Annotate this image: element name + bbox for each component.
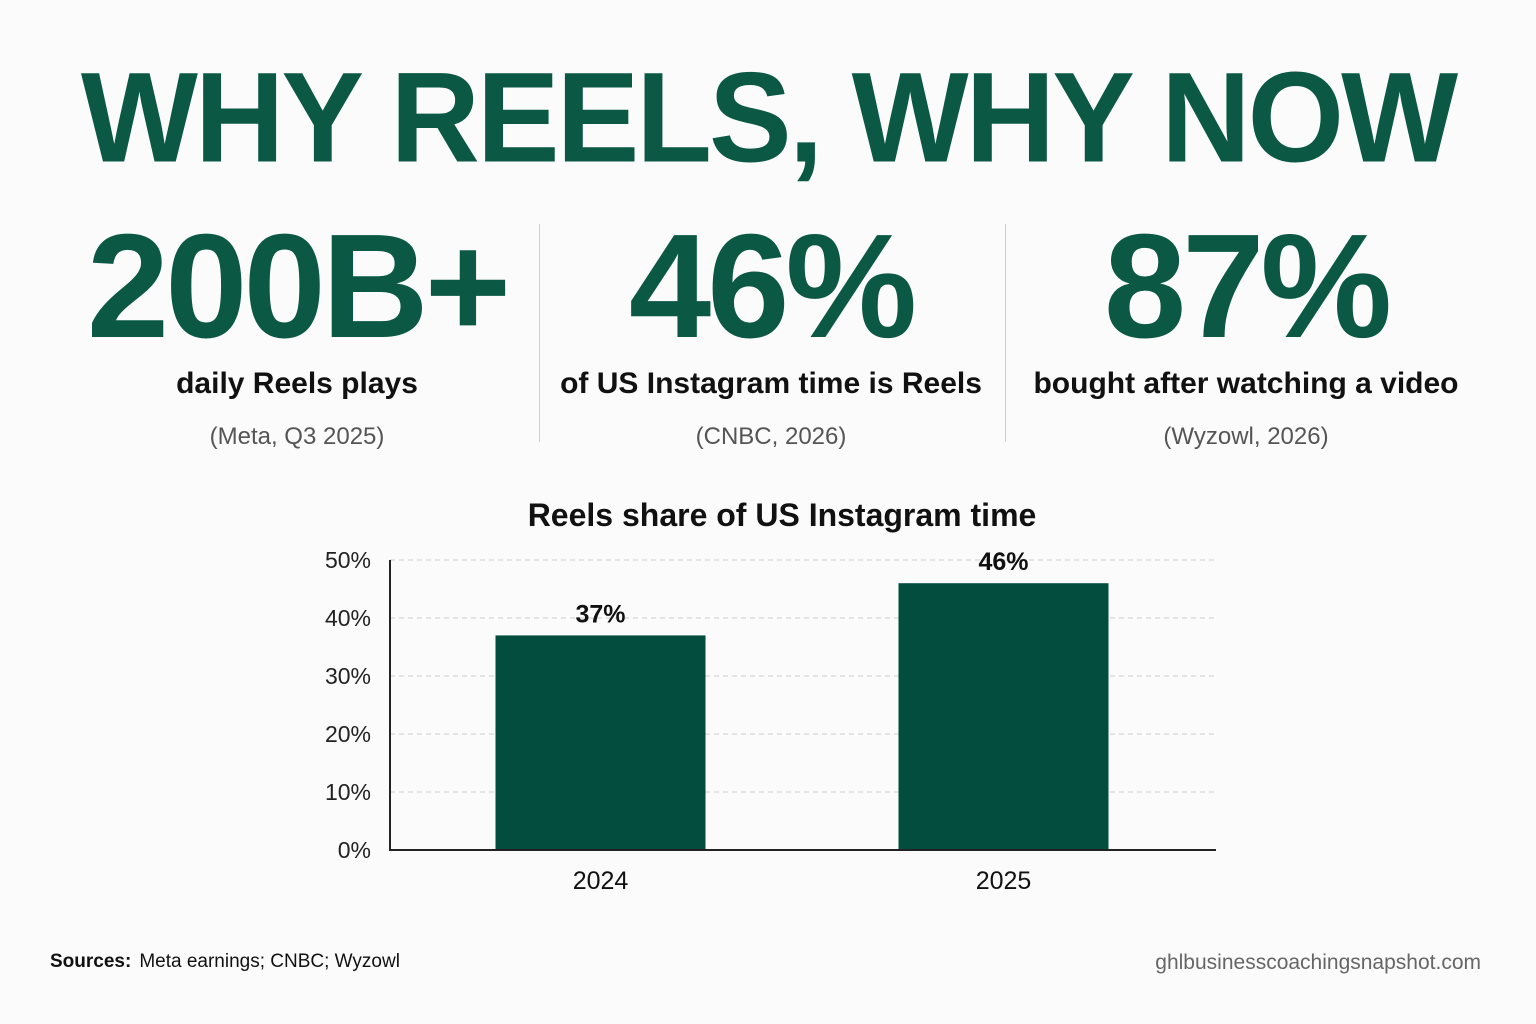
stat-label: bought after watching a video — [1033, 367, 1459, 400]
y-tick-label: 30% — [325, 663, 371, 689]
bar-chart: Reels share of US Instagram time 0% 10% 20… — [325, 497, 1216, 895]
stat-divider — [539, 224, 540, 442]
y-tick-label: 0% — [338, 837, 371, 863]
stat-label: of US Instagram time is Reels — [560, 367, 982, 400]
stat-value: 200B+ — [86, 204, 511, 369]
sources-label: Sources: — [50, 951, 132, 972]
tick-labels: 0% 10% 20% 30% 40% 50% 37% 2024 46% 2025 — [325, 547, 1031, 895]
stat-instagram-time: 46% of US Instagram time is Reels (CNBC,… — [536, 212, 1006, 452]
stat-label: daily Reels plays — [176, 367, 418, 400]
stat-value: 87% — [1103, 204, 1392, 369]
bar-2024 — [495, 635, 706, 850]
stat-source: (CNBC, 2026) — [695, 423, 847, 450]
stat-bought-after-video: 87% bought after watching a video (Wyzow… — [1011, 212, 1481, 452]
x-tick-label: 2025 — [976, 867, 1032, 895]
stat-daily-plays: 200B+ daily Reels plays (Meta, Q3 2025) — [62, 212, 532, 452]
bars — [495, 583, 1109, 850]
page-title: WHY REELS, WHY NOW — [80, 46, 1458, 190]
stat-source: (Meta, Q3 2025) — [209, 423, 385, 450]
data-label: 46% — [978, 548, 1028, 576]
stat-divider — [1005, 224, 1006, 442]
sources-text: Meta earnings; CNBC; Wyzowl — [139, 951, 400, 972]
footer-sources: Sources: Meta earnings; CNBC; Wyzowl — [50, 951, 400, 973]
y-tick-label: 50% — [325, 547, 371, 573]
chart-title: Reels share of US Instagram time — [528, 497, 1037, 533]
bar-2025 — [898, 583, 1109, 850]
data-label: 37% — [575, 600, 625, 628]
y-tick-label: 40% — [325, 605, 371, 631]
footer-site-url: ghlbusinesscoachingsnapshot.com — [1155, 951, 1481, 974]
y-tick-label: 10% — [325, 779, 371, 805]
stat-value: 46% — [628, 204, 917, 369]
x-tick-label: 2024 — [573, 867, 629, 895]
stat-source: (Wyzowl, 2026) — [1163, 423, 1329, 450]
y-tick-label: 20% — [325, 721, 371, 747]
